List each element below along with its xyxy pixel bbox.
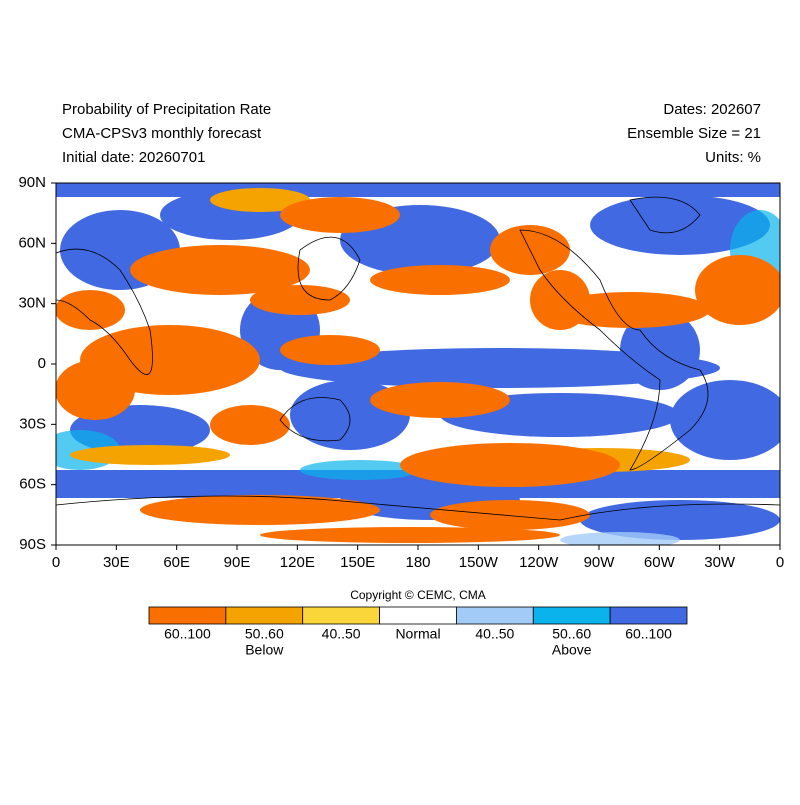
lon-label: 180 [405, 554, 430, 571]
legend-label: 40..50 [322, 626, 361, 642]
lat-label: 0 [38, 355, 46, 372]
legend-swatch [225, 606, 304, 625]
lon-label: 90E [224, 554, 251, 571]
legend-label: 60..100 [164, 626, 211, 642]
lon-label: 90W [584, 554, 616, 571]
lat-label: 90N [18, 174, 46, 191]
legend-group: Above [552, 642, 592, 658]
lon-label: 60E [163, 554, 190, 571]
legend-label: 60..100 [625, 626, 672, 642]
legend-label: Normal [395, 626, 440, 642]
lon-label: 0 [776, 554, 784, 571]
lon-label: 150W [459, 554, 499, 571]
header-left-line: CMA-CPSv3 monthly forecast [62, 125, 262, 142]
header: Probability of Precipitation Rate CMA-CPS… [62, 101, 761, 166]
axes: 90N 60N 30N 0 30S 60S 90S 0 30E 60E 90E 120E 150E 180… [18, 174, 784, 571]
legend-label: 50..60 [552, 626, 591, 642]
lat-label: 60S [19, 476, 46, 493]
legend-swatch [532, 606, 611, 625]
header-left-line: Initial date: 20260701 [62, 149, 205, 166]
legend-swatch [379, 606, 457, 625]
lon-label: 150E [340, 554, 375, 571]
lat-label: 90S [19, 536, 46, 553]
header-right-line: Units: % [705, 149, 761, 166]
legend-swatch [456, 606, 534, 625]
lon-label: 30W [704, 554, 736, 571]
lon-label: 60W [644, 554, 676, 571]
header-left-line: Probability of Precipitation Rate [62, 101, 271, 118]
copyright: Copyright © CEMC, CMA [350, 588, 486, 602]
legend-label: 40..50 [475, 626, 514, 642]
lon-label: 120E [280, 554, 315, 571]
legend-group: Below [245, 642, 284, 658]
legend-swatch [148, 606, 227, 625]
legend-swatch [609, 606, 688, 625]
legend: 60..100 50..60 40..50 Normal 40..50 50..60 60.… [148, 606, 688, 658]
map-field [56, 183, 780, 545]
legend-swatch [302, 606, 380, 625]
legend-label: 50..60 [245, 626, 284, 642]
header-right-line: Ensemble Size = 21 [627, 125, 761, 142]
lat-label: 60N [18, 234, 46, 251]
lon-label: 120W [519, 554, 559, 571]
lat-label: 30S [19, 415, 46, 432]
lat-label: 30N [18, 295, 46, 312]
lon-label: 0 [52, 554, 60, 571]
lon-label: 30E [103, 554, 130, 571]
header-right-line: Dates: 202607 [663, 101, 761, 118]
